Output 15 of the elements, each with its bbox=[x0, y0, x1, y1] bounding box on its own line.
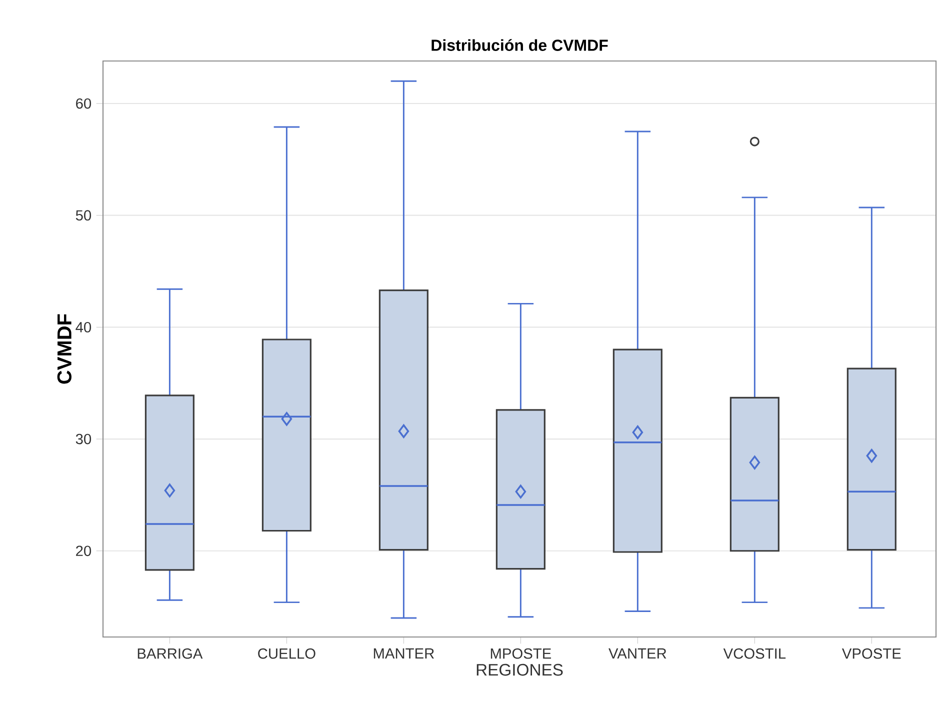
chart-title: Distribución de CVMDF bbox=[432, 39, 608, 51]
y-axis-title: CVMDF bbox=[57, 314, 72, 384]
x-tick-label: BARRIGA bbox=[138, 648, 203, 659]
y-tick-label: 30 bbox=[76, 434, 92, 444]
x-tick-label: VANTER bbox=[608, 648, 666, 658]
x-tick-label: MANTER bbox=[374, 648, 434, 658]
y-tick-label: 40 bbox=[76, 322, 92, 332]
y-tick-label: 20 bbox=[76, 546, 92, 556]
y-tick-label: 50 bbox=[76, 210, 92, 221]
x-tick-label: VPOSTE bbox=[842, 648, 901, 659]
y-tick-label: 60 bbox=[76, 98, 92, 109]
x-tick-label: CUELLO bbox=[258, 648, 316, 659]
x-axis-title: REGIONES bbox=[476, 664, 563, 676]
x-tick-label: VCOSTIL bbox=[723, 648, 786, 659]
x-tick-label: MPOSTE bbox=[490, 648, 552, 659]
